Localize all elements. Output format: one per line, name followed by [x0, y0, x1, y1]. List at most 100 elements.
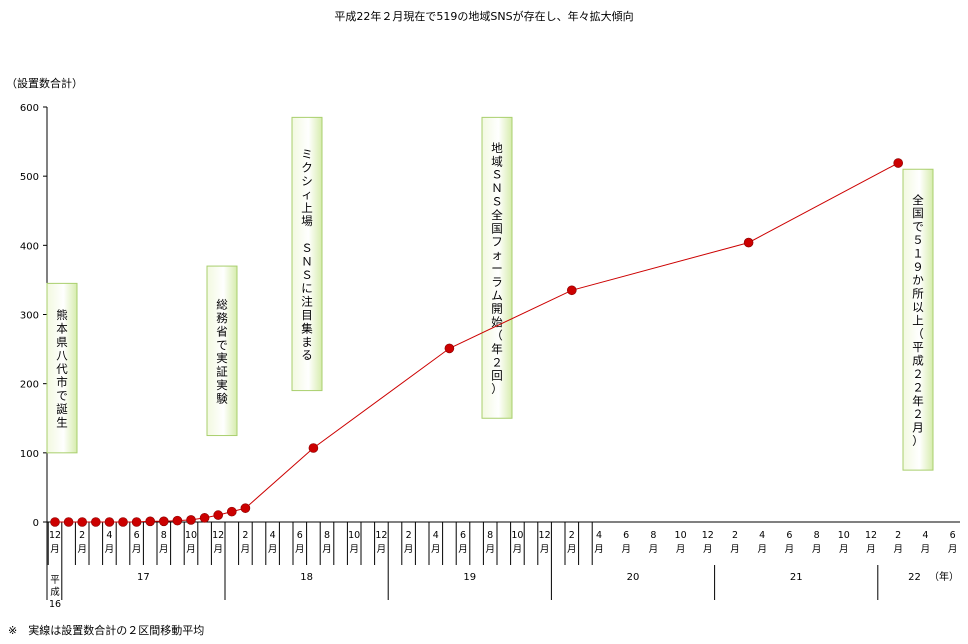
- y-tick-label: 500: [20, 172, 39, 183]
- annotation-char: （: [491, 329, 503, 343]
- year-label: 19: [463, 572, 476, 583]
- annotation-char: 月: [912, 421, 924, 435]
- x-tick-label: 月: [621, 544, 631, 555]
- annotation-char: で: [56, 389, 68, 403]
- annotation-char: 国: [491, 221, 503, 235]
- annotation-char: 回: [491, 369, 503, 383]
- annotation-char: Ｎ: [491, 181, 503, 195]
- x-tick-label: 4: [596, 530, 602, 541]
- annotation-box: [902, 168, 934, 471]
- x-tick-label: 月: [458, 544, 468, 555]
- annotation-char: 総: [216, 298, 228, 312]
- x-tick-label: 月: [349, 544, 359, 555]
- data-point: [227, 506, 237, 517]
- x-tick-label: 2: [732, 530, 738, 541]
- annotation-char: 目: [301, 308, 313, 322]
- annotation-char: ー: [491, 262, 503, 276]
- annotation-char: る: [301, 348, 313, 362]
- annotation-char: 年: [912, 394, 924, 408]
- x-tick-label: 2: [895, 530, 901, 541]
- era-label: 平: [50, 575, 60, 586]
- x-tick-label: 月: [186, 544, 196, 555]
- x-tick-label: 10: [185, 530, 197, 541]
- annotation-char: 以: [912, 300, 924, 314]
- x-tick-label: 6: [134, 530, 140, 541]
- annotation-char: 平: [912, 340, 924, 354]
- data-point: [159, 516, 169, 527]
- footnote: ※ 実線は設置数合計の２区間移動平均: [8, 624, 205, 637]
- data-point: [444, 343, 455, 354]
- x-tick-label: 10: [838, 530, 850, 541]
- data-point: [131, 517, 142, 527]
- x-tick-label: 12: [49, 530, 61, 541]
- x-tick-label: 月: [213, 544, 223, 555]
- annotation-char: Ｓ: [491, 195, 503, 209]
- x-tick-label: 月: [241, 544, 251, 555]
- data-point: [308, 443, 319, 453]
- x-tick-label: 月: [730, 544, 740, 555]
- x-tick-label: 12: [375, 530, 387, 541]
- y-tick-label: 400: [20, 241, 39, 252]
- x-tick-label: 4: [270, 530, 276, 541]
- x-tick-label: 12: [212, 530, 224, 541]
- data-point: [893, 158, 904, 168]
- annotation-char: ク: [301, 161, 313, 175]
- x-tick-label: 10: [348, 530, 360, 541]
- annotation-char: 代: [56, 362, 68, 376]
- x-tick-label: 月: [893, 544, 903, 555]
- data-point: [91, 517, 101, 527]
- annotation-char: ）: [491, 382, 503, 396]
- year-unit-label: （年）: [929, 570, 959, 583]
- annotation-char: ォ: [491, 248, 503, 262]
- annotation-char: ２: [912, 407, 924, 421]
- y-axis-label: （設置数合計）: [6, 77, 83, 90]
- x-tick-label: 月: [159, 544, 169, 555]
- x-tick-label: 月: [785, 544, 795, 555]
- annotation-char: か: [912, 273, 924, 287]
- year-label: 17: [137, 572, 150, 583]
- chart-title: 平成22年２月現在で519の地域SNSが存在し、年々拡大傾向: [334, 10, 634, 23]
- x-tick-label: 月: [50, 544, 60, 555]
- annotation-box: [291, 116, 323, 392]
- annotation-char: に: [301, 281, 313, 295]
- x-tick-label: 6: [297, 530, 303, 541]
- annotation-char: 年: [491, 342, 503, 356]
- annotation-char: 全: [491, 208, 503, 222]
- annotation-char: 市: [56, 375, 68, 389]
- x-tick-label: 月: [676, 544, 686, 555]
- y-tick-label: 100: [20, 449, 39, 460]
- annotation-char: 本: [56, 322, 68, 336]
- data-point: [104, 517, 115, 527]
- x-tick-label: 4: [433, 530, 439, 541]
- annotation-char: ２: [912, 367, 924, 381]
- x-tick-label: 2: [569, 530, 575, 541]
- annotation-char: Ｓ: [491, 168, 503, 182]
- annotation-char: ）: [912, 434, 924, 448]
- year-label: 16: [49, 599, 61, 610]
- y-tick-label: 0: [33, 518, 39, 529]
- x-tick-label: 月: [866, 544, 876, 555]
- x-tick-label: 月: [567, 544, 577, 555]
- annotation-char: ラ: [491, 275, 503, 289]
- era-label: 成: [50, 586, 60, 598]
- x-tick-label: 12: [865, 530, 877, 541]
- x-tick-label: 月: [77, 544, 87, 555]
- data-point: [213, 510, 223, 520]
- data-point: [50, 517, 60, 527]
- annotation-char: シ: [301, 174, 313, 188]
- annotation-char: 上: [301, 201, 313, 215]
- annotation-char: Ｓ: [301, 241, 313, 255]
- annotation-char: 始: [491, 315, 503, 329]
- annotation-char: ２: [912, 380, 924, 394]
- x-tick-label: 月: [105, 544, 115, 555]
- year-label: 20: [627, 572, 640, 583]
- x-tick-label: 8: [487, 530, 493, 541]
- annotation-char: ム: [491, 288, 503, 302]
- annotation-char: 成: [912, 354, 924, 368]
- annotation-char: 所: [912, 287, 924, 301]
- annotation-char: ま: [301, 335, 313, 349]
- x-tick-label: 4: [759, 530, 765, 541]
- data-point: [240, 503, 251, 513]
- annotation-char: で: [216, 338, 228, 352]
